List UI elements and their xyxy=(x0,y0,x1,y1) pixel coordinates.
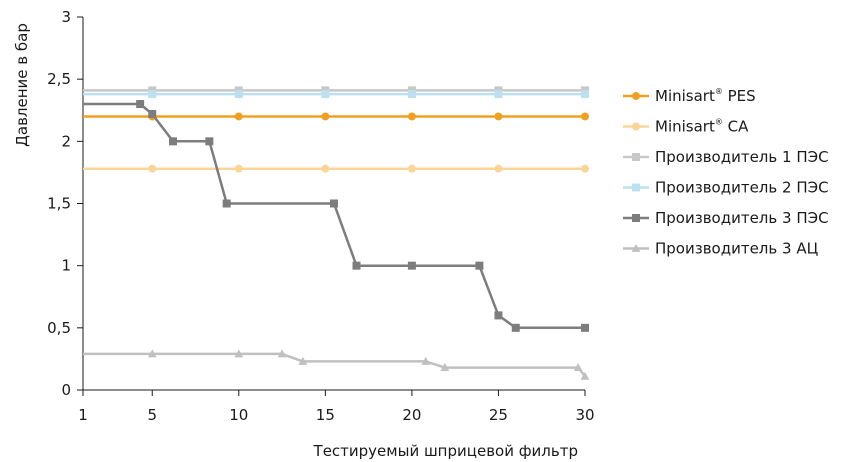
data-point xyxy=(321,90,330,99)
x-tick-label: 20 xyxy=(402,406,421,424)
data-point xyxy=(234,349,244,358)
x-axis-title: Тестируемый шприцевой фильтр xyxy=(313,442,578,460)
legend-item: Производитель 3 АЦ xyxy=(623,240,819,258)
data-point xyxy=(321,164,330,173)
series-6 xyxy=(83,349,590,380)
y-tick-label: 0 xyxy=(61,381,71,399)
series-layer xyxy=(83,86,590,380)
y-tick-label: 1,5 xyxy=(47,195,71,213)
data-point xyxy=(234,90,243,99)
data-point xyxy=(277,349,287,358)
x-tick-label: 25 xyxy=(489,406,508,424)
data-point xyxy=(573,363,583,372)
legend-item: Производитель 1 ПЭС xyxy=(623,148,829,166)
legend-label: Minisart® CA xyxy=(655,118,749,136)
data-point xyxy=(632,214,640,222)
legend-label: Minisart® PES xyxy=(655,87,756,105)
legend-label-name: Производитель 2 ПЭС xyxy=(655,179,829,197)
data-point xyxy=(632,153,640,161)
data-point xyxy=(494,164,503,173)
data-point xyxy=(631,243,641,252)
legend-label: Производитель 2 ПЭС xyxy=(655,179,829,197)
data-point xyxy=(234,112,243,121)
data-point xyxy=(475,261,484,270)
data-point xyxy=(234,164,243,173)
axes: 00,511,522,531 5 10 15 20 25 30 xyxy=(47,8,594,424)
legend-item: Minisart® PES xyxy=(623,87,756,105)
series-4 xyxy=(83,90,589,99)
data-point xyxy=(136,100,145,109)
legend-label: Производитель 3 ПЭС xyxy=(655,209,829,227)
legend-label-sup: ® xyxy=(715,87,723,96)
data-point xyxy=(330,199,338,208)
data-point xyxy=(632,183,640,192)
data-point xyxy=(147,349,157,358)
data-point xyxy=(421,356,431,365)
data-point xyxy=(581,90,589,99)
x-tick-label: 1 xyxy=(78,406,88,424)
data-point xyxy=(222,199,231,208)
data-point xyxy=(494,112,503,121)
y-tick-label: 3 xyxy=(61,8,71,26)
y-tick-label: 2 xyxy=(61,132,71,150)
data-point xyxy=(321,112,330,121)
data-point xyxy=(494,90,503,99)
legend-item: Производитель 2 ПЭС xyxy=(623,179,829,197)
x-tick-label: 15 xyxy=(316,406,335,424)
y-axis-title: Давление в бар xyxy=(13,23,31,147)
x-tick-label: 5 xyxy=(147,406,157,424)
data-point xyxy=(148,164,157,173)
data-point xyxy=(298,356,308,365)
data-point xyxy=(581,112,589,121)
legend-label-suffix: CA xyxy=(723,118,749,136)
legend-item: Minisart® CA xyxy=(623,118,749,136)
series-5 xyxy=(83,100,589,332)
x-tick-label: 30 xyxy=(575,406,594,424)
data-point xyxy=(148,90,157,99)
legend-label-name: Minisart xyxy=(655,87,715,105)
legend-label-name: Производитель 3 ПЭС xyxy=(655,209,829,227)
data-point xyxy=(352,261,361,270)
legend-label-suffix: PES xyxy=(723,87,756,105)
series-1 xyxy=(83,112,589,121)
data-point xyxy=(407,164,416,173)
legend-label-name: Minisart xyxy=(655,118,715,136)
data-point xyxy=(407,90,416,99)
series-2 xyxy=(83,164,589,173)
data-point xyxy=(581,164,589,173)
legend-item: Производитель 3 ПЭС xyxy=(623,209,829,227)
y-tick-label: 0,5 xyxy=(47,319,71,337)
data-point xyxy=(511,323,520,332)
data-point xyxy=(580,371,590,380)
data-point xyxy=(205,137,214,146)
data-point xyxy=(148,109,157,118)
y-tick-label: 2,5 xyxy=(47,70,71,88)
series-line xyxy=(83,102,585,330)
data-point xyxy=(632,122,640,131)
data-point xyxy=(494,311,503,320)
legend-label-sup: ® xyxy=(715,118,723,127)
legend-label: Производитель 1 ПЭС xyxy=(655,148,829,166)
data-point xyxy=(440,363,450,372)
data-point xyxy=(407,261,416,270)
legend-label: Производитель 3 АЦ xyxy=(655,240,819,258)
data-point xyxy=(632,92,640,100)
y-tick-label: 1 xyxy=(61,257,71,275)
data-point xyxy=(581,323,589,332)
data-point xyxy=(169,137,178,146)
legend-label-name: Производитель 3 АЦ xyxy=(655,240,819,258)
data-point xyxy=(407,112,416,121)
x-tick-label: 10 xyxy=(229,406,248,424)
series-line xyxy=(83,352,586,378)
legend-label-name: Производитель 1 ПЭС xyxy=(655,148,829,166)
